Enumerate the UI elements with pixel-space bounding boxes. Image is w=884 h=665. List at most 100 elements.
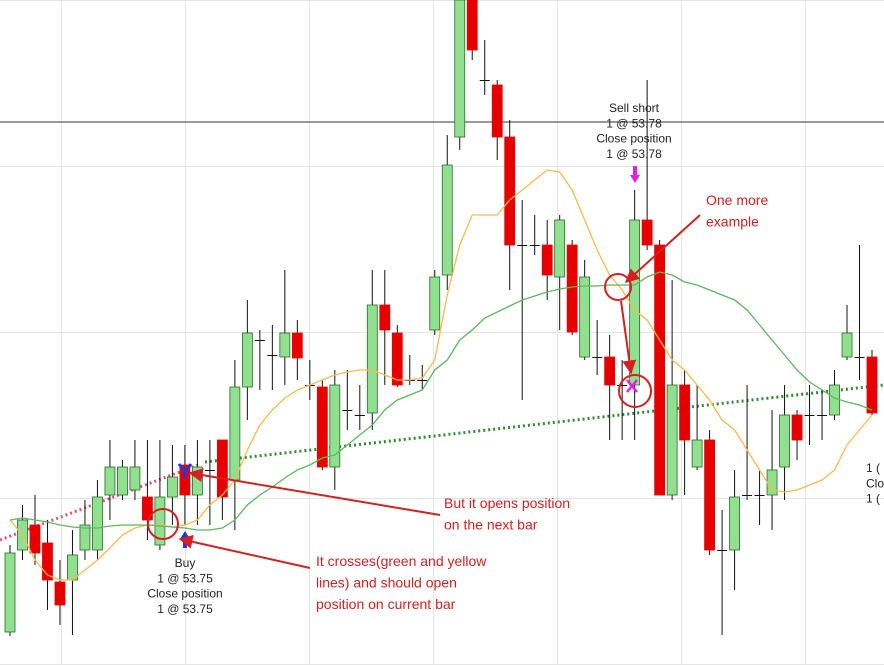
- annotation-note: position on current bar: [316, 596, 456, 612]
- candle-body: [167, 476, 178, 498]
- candle-body: [267, 355, 278, 356]
- candle-body: [229, 386, 241, 481]
- candle-body: [429, 276, 441, 331]
- candle-body: [841, 332, 853, 358]
- annotation-arrow: [620, 300, 637, 375]
- candle-body: [854, 357, 865, 358]
- candle-body: [579, 276, 591, 358]
- candle-body: [142, 496, 153, 521]
- candle-body: [417, 380, 428, 381]
- candle-body: [554, 219, 566, 278]
- candle-body: [804, 415, 815, 416]
- candle-body: [779, 414, 790, 468]
- annotation-arrow: [624, 214, 701, 283]
- candle-body: [79, 524, 91, 551]
- green-trendline: [204, 383, 884, 464]
- candle-body: [654, 244, 666, 496]
- candle-body: [691, 439, 703, 468]
- candle-body: [791, 414, 803, 441]
- candle-body: [117, 466, 128, 496]
- candle-body: [604, 356, 616, 386]
- candle-body: [491, 84, 503, 138]
- candle-body: [54, 581, 66, 606]
- candle-body: [316, 386, 328, 468]
- annotation-note: on the next bar: [444, 517, 538, 533]
- trade-label: 1 (: [866, 492, 880, 506]
- trade-label: Clos: [866, 476, 884, 490]
- candle-body: [67, 554, 78, 581]
- candle-body: [529, 245, 540, 246]
- candle-body: [817, 415, 828, 416]
- candle-body: [354, 415, 365, 416]
- candle-body: [766, 469, 778, 496]
- candle-body: [441, 164, 453, 276]
- candle-body: [291, 332, 303, 359]
- annotation-note: But it opens position: [444, 495, 570, 511]
- candle-body: [504, 136, 516, 246]
- trade-label: 1 @ 53.75: [157, 571, 213, 585]
- trendlines: [0, 383, 884, 542]
- candle-body: [479, 80, 490, 81]
- candle-body: [104, 466, 116, 496]
- candle-body: [666, 384, 678, 496]
- moving-average: [9, 271, 873, 531]
- candle-body: [92, 496, 103, 551]
- candle-body: [517, 245, 528, 246]
- candle-body: [829, 384, 840, 416]
- candle-body: [279, 332, 291, 358]
- candle-body: [204, 470, 215, 471]
- trade-label: 1 @ 53.78: [606, 116, 662, 130]
- candle-body: [154, 496, 166, 546]
- trade-label: Buy: [175, 556, 196, 570]
- candle-body: [241, 332, 253, 388]
- annotation-arrow: [188, 468, 441, 516]
- trade-label: Close position: [596, 132, 671, 146]
- highlight-circle: [604, 273, 632, 301]
- candle-body: [379, 304, 391, 331]
- candle-body: [191, 466, 203, 496]
- annotation-note: It crosses(green and yellow: [316, 553, 487, 569]
- annotation-arrow: [178, 534, 311, 569]
- trade-label: Close position: [147, 587, 222, 601]
- candle-body: [466, 0, 478, 51]
- candle-body: [866, 356, 878, 414]
- candle-body: [717, 550, 728, 551]
- candle-body: [254, 340, 265, 341]
- candle-body: [617, 385, 628, 386]
- annotation-note: One more: [706, 192, 768, 208]
- candle-body: [679, 384, 691, 441]
- candle-body: [366, 304, 378, 414]
- candle-body: [454, 0, 466, 138]
- moving-average: [9, 169, 873, 581]
- trade-label: Sell short: [609, 101, 660, 115]
- candle-body: [216, 439, 228, 498]
- candle-body: [391, 332, 403, 386]
- exit-mark: [626, 379, 638, 393]
- trade-label: 1 (: [866, 461, 880, 475]
- candle-body: [4, 552, 16, 633]
- candle-body: [754, 495, 765, 496]
- candle-body: [342, 410, 353, 411]
- candle-body: [742, 495, 753, 496]
- candle-body: [704, 439, 715, 551]
- sell-arrow: [630, 166, 640, 183]
- candle-body: [329, 384, 341, 468]
- trade-label: 1 @ 53.75: [157, 602, 213, 616]
- trade-label: 1 @ 53.78: [606, 147, 662, 161]
- candle-body: [129, 466, 141, 491]
- highlight-circle: [147, 508, 179, 540]
- candle-body: [29, 524, 41, 554]
- candle-body: [629, 219, 641, 386]
- candle-body: [592, 357, 603, 358]
- candle-body: [641, 219, 653, 246]
- candle-body: [729, 496, 740, 551]
- entry-mark: [177, 463, 193, 478]
- annotation-note: lines) and should open: [316, 575, 457, 591]
- annotation-note: example: [706, 214, 759, 230]
- candle-body: [541, 244, 553, 276]
- candle-body: [42, 542, 53, 581]
- highlight-circle: [618, 374, 652, 408]
- candle-body: [566, 244, 578, 333]
